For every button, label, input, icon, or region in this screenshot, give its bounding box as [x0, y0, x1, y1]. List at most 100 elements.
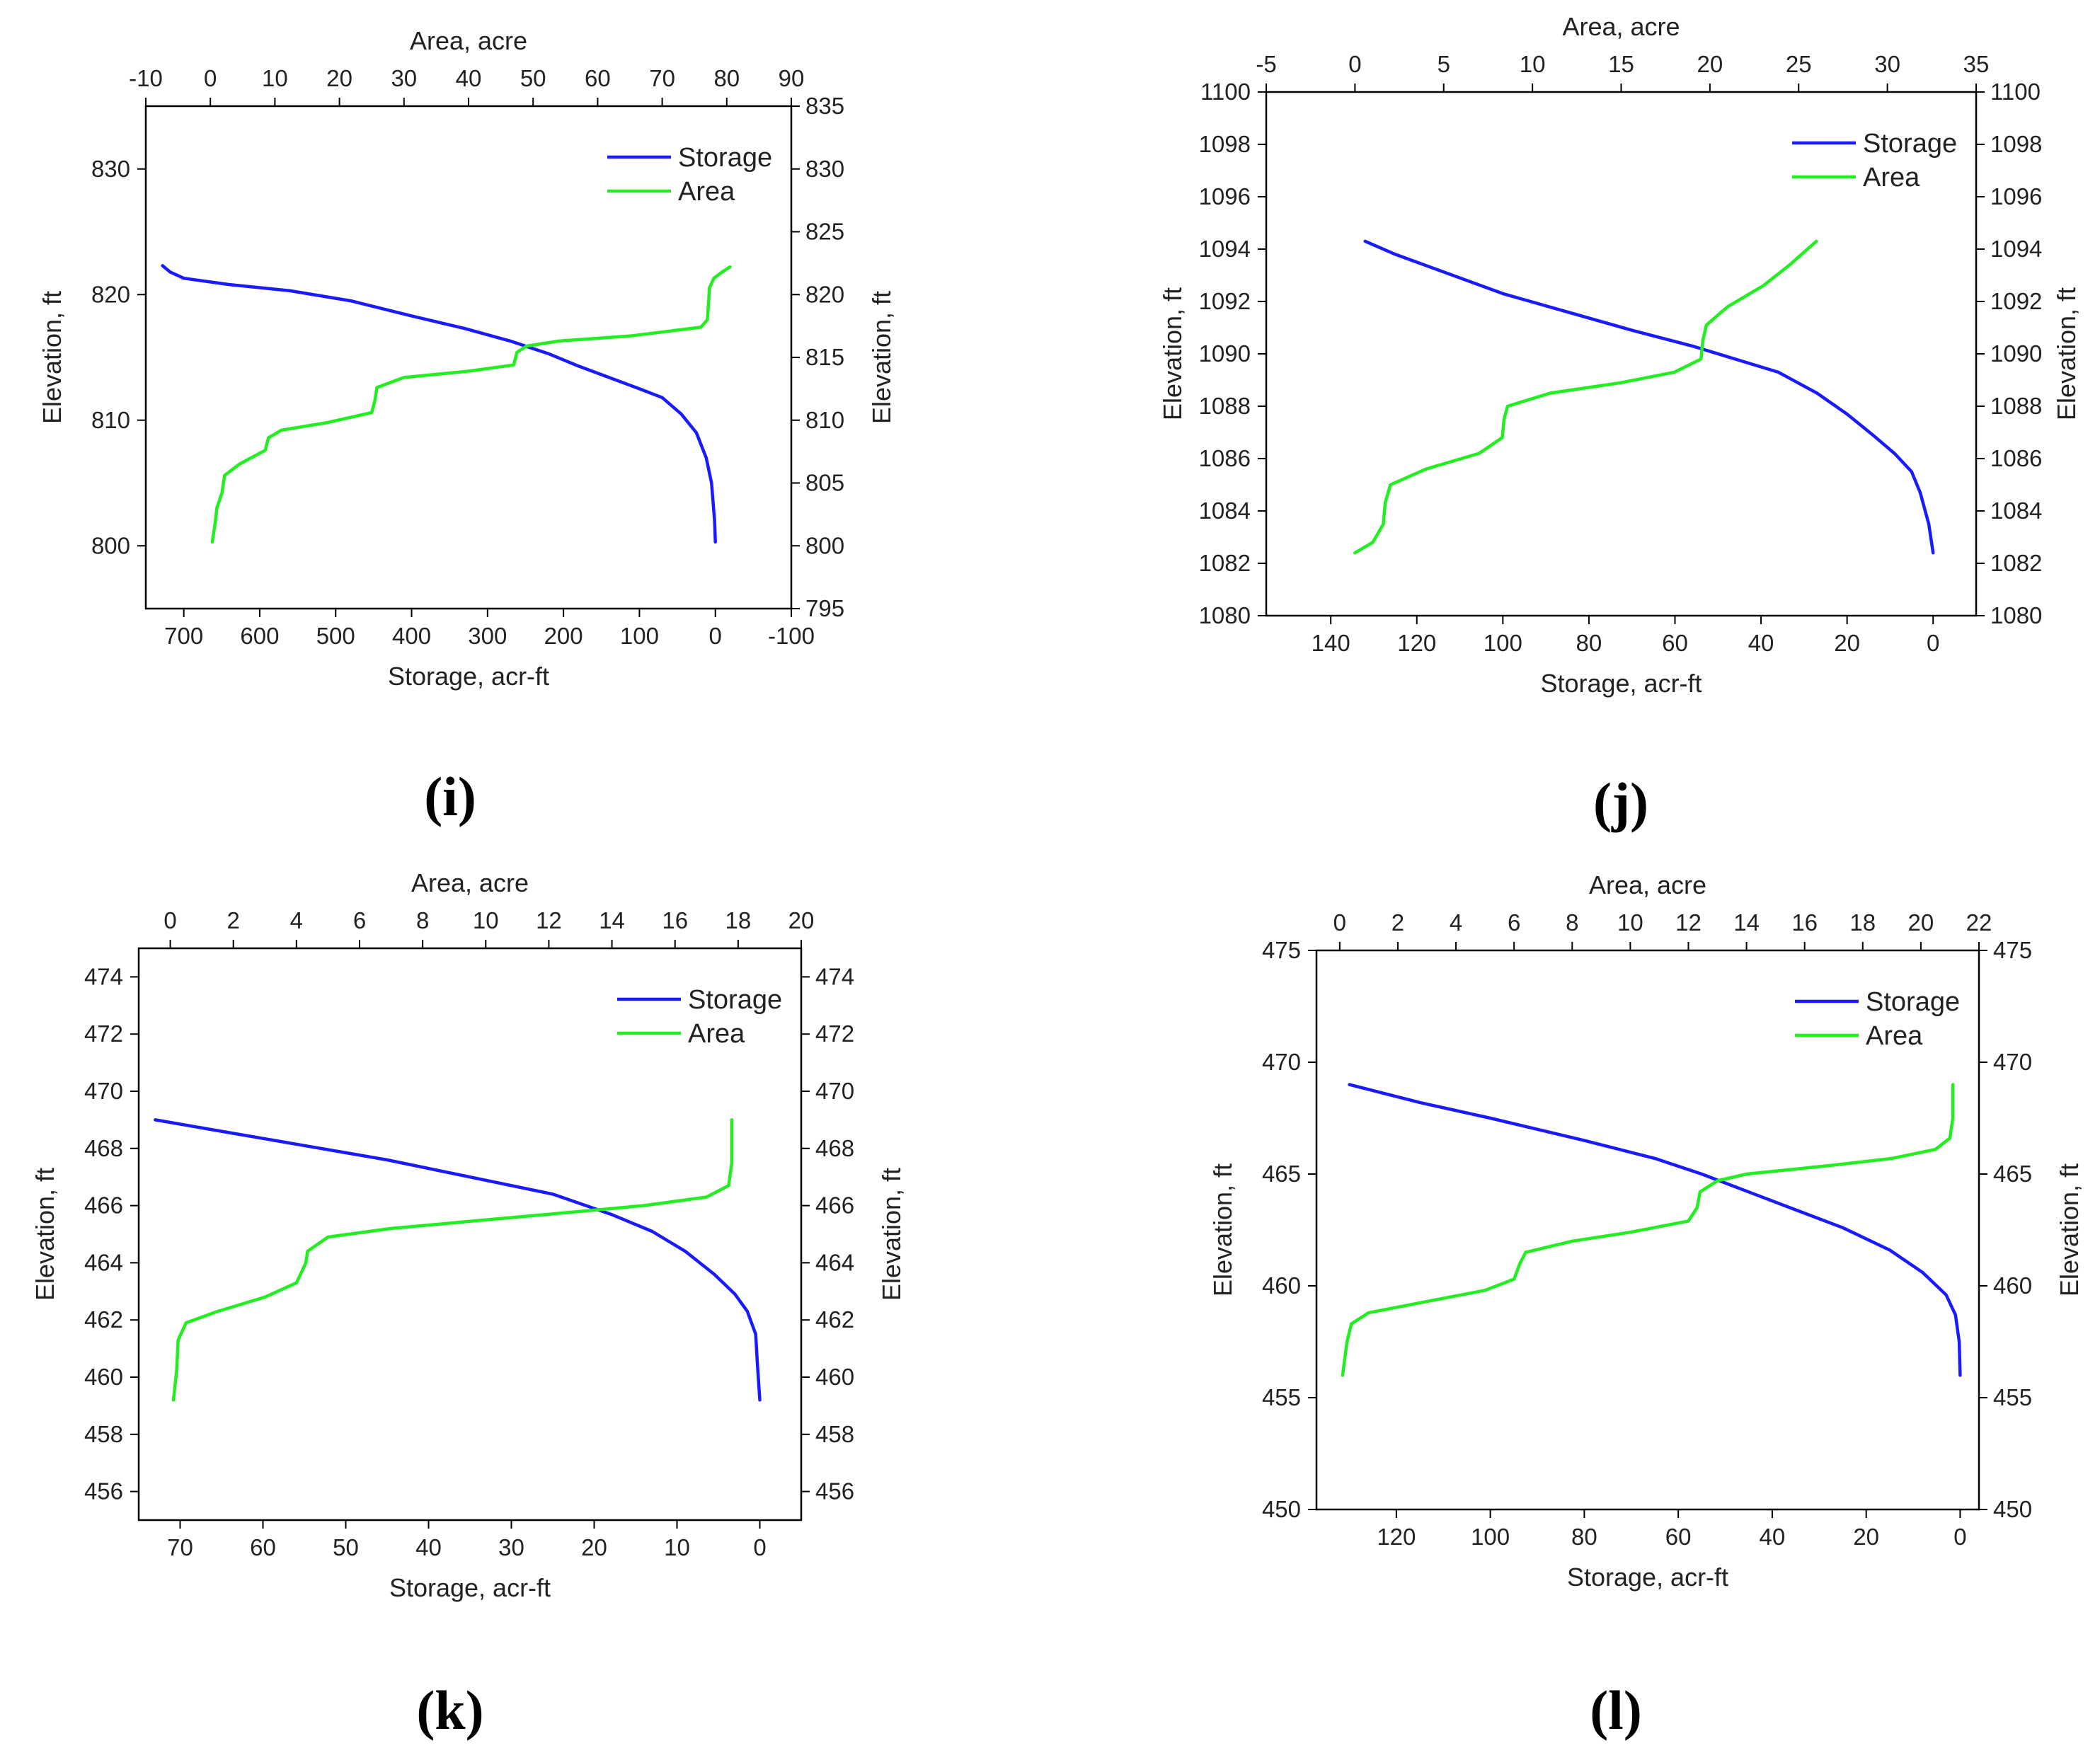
left-tick-label: 1080 — [1199, 602, 1251, 628]
bottom-tick-label: 60 — [1662, 630, 1688, 656]
right-tick-label: 1084 — [1990, 497, 2042, 524]
right-tick-label: 470 — [815, 1078, 854, 1104]
right-tick-label: 468 — [815, 1135, 854, 1161]
bottom-tick-label: 70 — [167, 1534, 193, 1560]
bottom-tick-label: 80 — [1571, 1524, 1597, 1550]
top-tick-label: 6 — [1508, 909, 1520, 936]
bottom-tick-label: 100 — [620, 623, 659, 649]
left-tick-label: 475 — [1262, 937, 1301, 963]
bottom-tick-label: 20 — [1834, 630, 1860, 656]
right-tick-label: 1086 — [1990, 445, 2042, 471]
right-tick-label: 1082 — [1990, 550, 2042, 576]
right-tick-label: 835 — [805, 93, 844, 119]
left-tick-label: 462 — [84, 1306, 123, 1333]
right-tick-label: 462 — [815, 1306, 854, 1333]
panel-label: (l) — [1590, 1679, 1642, 1741]
bottom-axis-title: Storage, acr-ft — [1540, 669, 1702, 698]
left-tick-label: 466 — [84, 1192, 123, 1219]
left-axis-title: Elevation, ft — [1208, 1163, 1237, 1296]
left-tick-label: 1082 — [1199, 550, 1251, 576]
top-axis-title: Area, acre — [410, 26, 527, 55]
top-tick-label: 0 — [1348, 51, 1361, 77]
right-tick-label: 456 — [815, 1478, 854, 1505]
top-tick-label: 50 — [520, 65, 546, 91]
top-tick-label: 90 — [779, 65, 805, 91]
right-tick-label: 1098 — [1990, 131, 2042, 157]
top-tick-label: 20 — [1908, 909, 1934, 936]
series-line-storage — [154, 1118, 762, 1402]
top-tick-label: 60 — [585, 65, 611, 91]
bottom-tick-label: 700 — [164, 623, 203, 649]
top-tick-label: 20 — [788, 907, 815, 933]
bottom-tick-label: 40 — [415, 1534, 442, 1560]
top-tick-label: 4 — [1450, 909, 1462, 936]
legend-label-area: Area — [1866, 1021, 1923, 1051]
bottom-tick-label: 0 — [753, 1534, 766, 1560]
bottom-tick-label: 200 — [544, 623, 583, 649]
bottom-axis-title: Storage, acr-ft — [1567, 1563, 1728, 1592]
top-tick-label: 80 — [713, 65, 740, 91]
right-tick-label: 810 — [805, 407, 844, 433]
bottom-tick-label: 0 — [709, 623, 722, 649]
bottom-tick-label: 30 — [498, 1534, 524, 1560]
chart-panel-3: 70 60 50 40 30 20 10 00 2 4 6 8 10 12 14 16 18 2045645846… — [30, 868, 906, 1602]
right-tick-label: 1090 — [1990, 340, 2042, 367]
top-tick-label: 20 — [326, 65, 352, 91]
top-tick-label: 30 — [1874, 51, 1900, 77]
bottom-tick-label: 40 — [1760, 1524, 1786, 1550]
series-line-storage — [1363, 239, 1935, 555]
top-tick-label: 8 — [1566, 909, 1578, 936]
bottom-tick-label: -100 — [768, 623, 815, 649]
right-tick-label: 1080 — [1990, 602, 2042, 628]
right-tick-label: 460 — [1993, 1272, 2032, 1299]
right-tick-label: 470 — [1993, 1049, 2032, 1075]
right-tick-label: 805 — [805, 470, 844, 496]
right-tick-label: 464 — [815, 1249, 854, 1275]
left-tick-label: 470 — [84, 1078, 123, 1104]
right-tick-label: 450 — [1993, 1496, 2032, 1522]
top-tick-label: 0 — [204, 65, 217, 91]
left-tick-label: 470 — [1262, 1049, 1301, 1075]
top-tick-label: 4 — [290, 907, 303, 933]
left-tick-label: 458 — [84, 1421, 123, 1447]
top-tick-label: 12 — [1675, 909, 1702, 936]
top-tick-label: 10 — [1617, 909, 1643, 936]
legend-label-area: Area — [688, 1019, 745, 1049]
top-tick-label: 18 — [725, 907, 751, 933]
left-tick-label: 1094 — [1199, 236, 1251, 262]
panel-label: (i) — [424, 766, 476, 827]
right-tick-label: 820 — [805, 281, 844, 307]
bottom-tick-label: 300 — [468, 623, 507, 649]
bottom-axis-title: Storage, acr-ft — [389, 1573, 551, 1602]
right-tick-label: 1088 — [1990, 393, 2042, 419]
left-axis-title: Elevation, ft — [38, 291, 67, 424]
right-tick-label: 795 — [805, 595, 844, 621]
bottom-tick-label: 500 — [316, 623, 355, 649]
left-tick-label: 1086 — [1199, 445, 1251, 471]
right-tick-label: 1100 — [1990, 79, 2041, 105]
legend-label-area: Area — [678, 177, 735, 207]
top-tick-label: 25 — [1786, 51, 1812, 77]
right-tick-label: 455 — [1993, 1384, 2032, 1410]
plot-frame — [1315, 949, 1980, 1511]
bottom-tick-label: 20 — [1853, 1524, 1879, 1550]
top-tick-label: -5 — [1256, 51, 1276, 77]
right-axis-title: Elevation, ft — [2055, 1163, 2084, 1296]
right-tick-label: 474 — [815, 963, 854, 989]
top-tick-label: 40 — [456, 65, 482, 91]
series-line-storage — [1348, 1083, 1962, 1377]
top-tick-label: 10 — [1520, 51, 1546, 77]
bottom-tick-label: 120 — [1377, 1524, 1416, 1550]
top-tick-label: 30 — [391, 65, 417, 91]
bottom-tick-label: 140 — [1312, 630, 1350, 656]
series-line-area — [1341, 1083, 1955, 1377]
right-tick-label: 1096 — [1990, 183, 2042, 209]
left-tick-label: 468 — [84, 1135, 123, 1161]
series-line-area — [171, 1118, 734, 1402]
top-axis-title: Area, acre — [1562, 12, 1680, 41]
bottom-tick-label: 40 — [1748, 630, 1774, 656]
top-tick-label: 22 — [1966, 909, 1992, 936]
left-tick-label: 1096 — [1199, 183, 1251, 209]
left-tick-label: 1098 — [1199, 131, 1251, 157]
left-tick-label: 465 — [1262, 1161, 1301, 1187]
